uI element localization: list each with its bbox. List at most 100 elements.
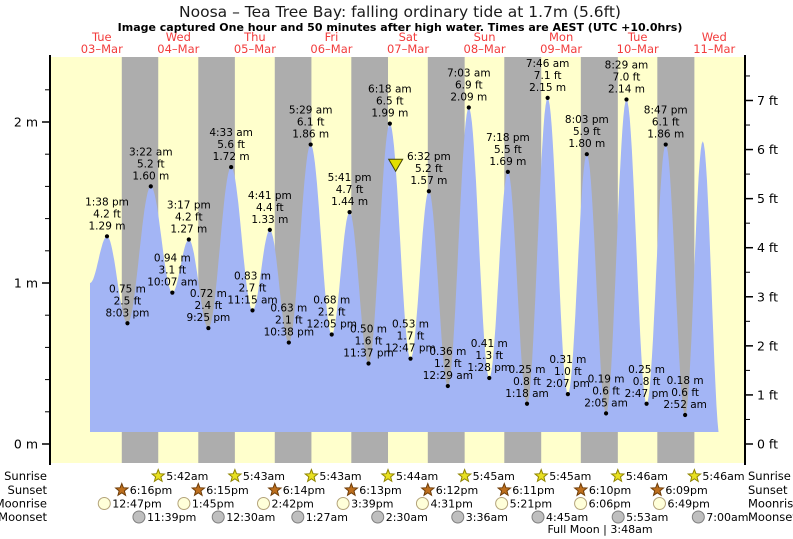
- astro-time: 5:45am: [473, 470, 515, 483]
- astro-time: 6:10pm: [589, 484, 631, 497]
- sunset-icon: [190, 482, 206, 497]
- page-title: Noosa – Tea Tree Bay: falling ordinary t…: [179, 3, 621, 21]
- sunrise-icon: [303, 468, 319, 483]
- tide-extreme-label-low: 2.2 ft: [318, 307, 346, 319]
- astro-time: 5:43am: [319, 470, 361, 483]
- tide-extreme-dot: [125, 321, 130, 326]
- tide-extreme-label-high: 4.2 ft: [93, 208, 121, 220]
- astro-time: 5:46am: [702, 470, 744, 483]
- astro-time: 5:21pm: [510, 498, 552, 511]
- tide-extreme-dot: [663, 142, 668, 147]
- tide-extreme-dot: [229, 164, 234, 170]
- tide-extreme-label-low: 0.19 m: [588, 373, 625, 385]
- tide-extreme-dot: [170, 290, 175, 295]
- astro-time: 5:43am: [243, 470, 285, 483]
- moonrise-icon: [415, 497, 429, 510]
- tide-extreme-label-low: 0.50 m: [350, 324, 387, 336]
- tide-extreme-dot: [104, 234, 110, 239]
- astro-time: 12:47pm: [112, 498, 161, 511]
- tide-extreme-label-high: 1.80 m: [568, 138, 605, 150]
- moonrise-icon: [574, 497, 588, 510]
- tide-extreme-label-low: 0.83 m: [234, 270, 271, 282]
- tide-extreme-label-low: 8:03 pm: [106, 307, 150, 319]
- sunset-icon: [573, 482, 589, 497]
- astro-time: 2:42pm: [272, 498, 314, 511]
- day-label-name: Tue: [91, 30, 112, 44]
- moonset-icon: [531, 510, 545, 524]
- tide-extreme-label-high: 7.0 ft: [613, 71, 641, 83]
- day-label-name: Mon: [549, 30, 573, 44]
- tide-extreme-label-high: 6.5 ft: [376, 96, 404, 108]
- tide-extreme-label-high: 8:03 pm: [565, 114, 609, 126]
- day-label-name: Fri: [325, 30, 339, 44]
- astro-time: 6:15pm: [206, 484, 248, 497]
- astro-time: 6:06pm: [589, 498, 631, 511]
- tide-extreme-label-high: 1.44 m: [331, 196, 368, 208]
- moonset-icon: [291, 510, 305, 524]
- tide-extreme-dot: [545, 95, 550, 100]
- tide-extreme-label-high: 8:29 am: [605, 59, 649, 71]
- tide-curve-area: [90, 97, 721, 433]
- tide-extreme-label-high: 6.1 ft: [297, 117, 325, 129]
- tide-extreme-dot: [505, 169, 510, 175]
- tide-extreme-dot: [366, 361, 371, 366]
- tide-extreme-label-low: 12:29 am: [423, 370, 473, 382]
- tide-extreme-label-high: 5.6 ft: [217, 139, 245, 151]
- sunset-icon: [496, 482, 512, 497]
- page-subtitle: Image captured One hour and 50 minutes a…: [118, 21, 683, 34]
- sunset-icon: [267, 482, 283, 497]
- tide-extreme-label-low: 11:37 pm: [343, 348, 394, 360]
- moonset-icon: [132, 510, 146, 524]
- tide-extreme-label-high: 2.15 m: [529, 82, 566, 94]
- day-label-name: Tue: [627, 30, 648, 44]
- day-label-date: 06–Mar: [310, 42, 352, 56]
- moonset-icon: [371, 510, 385, 524]
- day-label-name: Sat: [399, 30, 418, 44]
- tide-extreme-label-low: 2:07 pm: [546, 378, 590, 390]
- full-moon-note: Full Moon | 3:48am: [547, 523, 652, 536]
- tide-extreme-label-low: 1.7 ft: [397, 331, 425, 343]
- day-label-date: 07–Mar: [387, 42, 429, 56]
- tide-extreme-label-high: 6.9 ft: [455, 80, 483, 92]
- sunrise-icon: [533, 468, 549, 483]
- astro-row-label-right: Sunset: [748, 483, 788, 497]
- tide-extreme-label-high: 6:32 pm: [407, 151, 451, 163]
- sunset-icon: [649, 482, 665, 497]
- astro-time: 6:49pm: [667, 498, 709, 511]
- tide-extreme-label-low: 0.25 m: [509, 364, 546, 376]
- left-axis-tick-label: 2 m: [14, 115, 38, 130]
- astro-time: 6:13pm: [359, 484, 401, 497]
- tide-extreme-label-high: 5.9 ft: [573, 126, 601, 138]
- day-label-date: 10–Mar: [617, 42, 659, 56]
- tide-extreme-dot: [584, 152, 589, 157]
- tide-extreme-label-high: 6:18 am: [368, 84, 412, 96]
- tide-extreme-label-high: 7.1 ft: [534, 70, 562, 82]
- astro-time: 3:39pm: [351, 498, 393, 511]
- astro-row-label-left: Sunset: [8, 483, 48, 497]
- tide-extreme-dot: [148, 184, 153, 189]
- tide-extreme-label-high: 1.69 m: [489, 156, 526, 168]
- tide-extreme-dot: [308, 142, 313, 147]
- moonrise-icon: [257, 497, 271, 510]
- tide-extreme-label-high: 5:41 pm: [328, 172, 372, 184]
- moonrise-icon: [652, 497, 666, 510]
- tide-extreme-label-high: 1:38 pm: [85, 196, 129, 208]
- moonset-icon: [691, 510, 705, 524]
- left-axis-tick-label: 0 m: [14, 437, 38, 452]
- tide-extreme-label-high: 7:46 am: [526, 58, 570, 70]
- tide-extreme-label-high: 1.72 m: [213, 151, 250, 163]
- tide-extreme-label-low: 2.1 ft: [275, 315, 303, 327]
- tide-extreme-label-low: 3.1 ft: [158, 265, 186, 277]
- astro-time: 3:36am: [466, 511, 508, 524]
- tide-extreme-label-low: 0.8 ft: [513, 376, 541, 388]
- tide-extreme-label-low: 0.18 m: [667, 375, 704, 387]
- tide-extreme-label-high: 2.09 m: [450, 92, 487, 104]
- tide-extreme-label-low: 1.6 ft: [355, 336, 383, 348]
- astro-row-label-right: Moonset: [748, 510, 793, 524]
- tide-extreme-dot: [565, 391, 570, 397]
- tide-extreme-label-low: 1:18 am: [505, 388, 549, 400]
- tide-extreme-dot: [206, 325, 211, 331]
- tide-extreme-label-low: 0.63 m: [270, 303, 307, 315]
- tide-extreme-label-low: 2:52 am: [663, 399, 707, 411]
- tide-extreme-label-low: 9:25 pm: [186, 312, 230, 324]
